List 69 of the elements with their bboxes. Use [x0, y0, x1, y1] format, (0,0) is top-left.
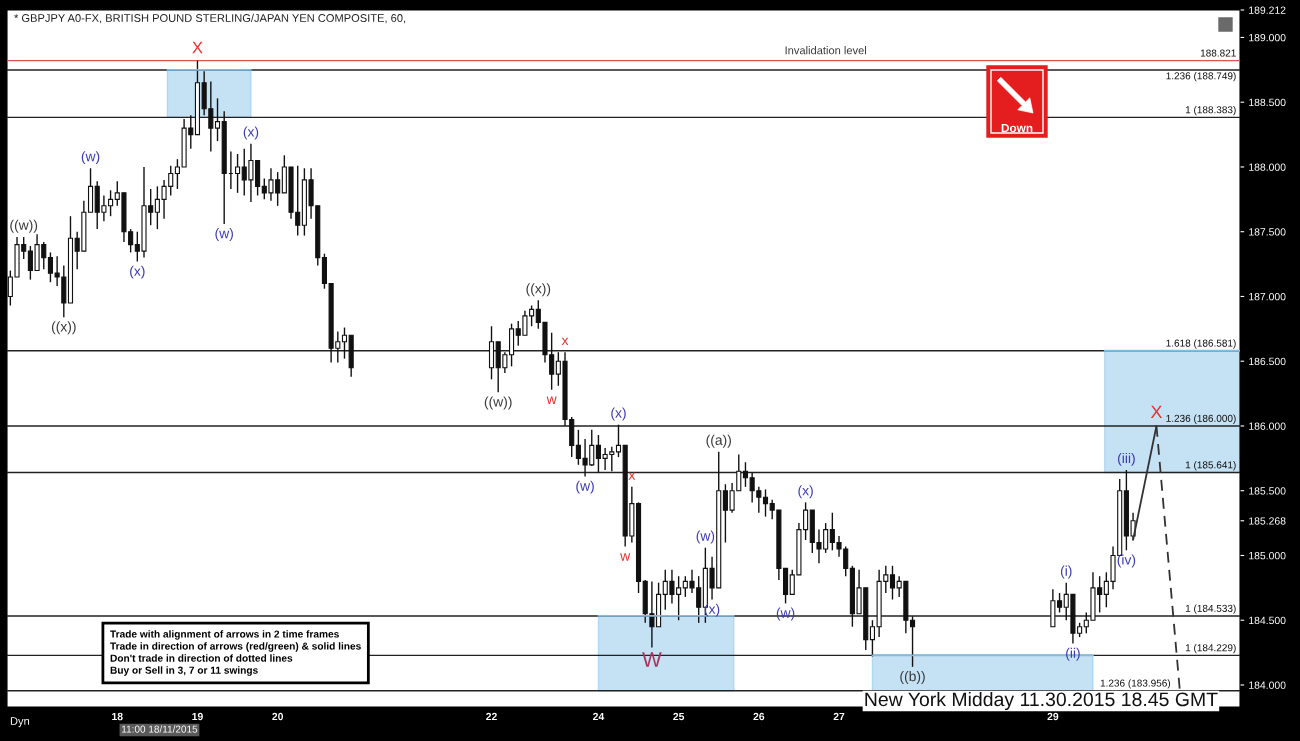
- ref-line-label: 188.821: [1200, 49, 1236, 57]
- annotation: Trade with alignment of arrows in 2 time frames Trade in direction of arrows (red/green) & solid lines Don't trade in direction of dotted lines Buy or Sell in 3, 7 or 11 swings: [110, 630, 361, 676]
- candlestick: [341, 326, 348, 360]
- y-tick-label: 188.500: [1249, 98, 1286, 107]
- annotation: (ii): [1066, 647, 1080, 661]
- annotation: ((w)): [484, 396, 512, 410]
- candlestick: [235, 153, 241, 194]
- ref-line-label: 1.236 (183.956): [1100, 679, 1171, 689]
- x-tick-label: 19: [192, 712, 203, 721]
- y-tick-label: 186.500: [1249, 357, 1286, 366]
- y-tick-label: 184.000: [1249, 681, 1286, 689]
- annotation: X: [1150, 405, 1163, 419]
- x-tick-label: 18: [112, 712, 123, 721]
- annotation: w: [620, 553, 631, 561]
- annotation: X: [192, 41, 203, 54]
- x-tick-label: 26: [753, 712, 765, 721]
- ref-line-label: 1 (184.533): [1185, 604, 1236, 614]
- annotation: (x): [243, 126, 259, 140]
- candlestick: [214, 97, 221, 142]
- annotation: ((x)): [51, 321, 76, 335]
- x-tick-label: 27: [833, 712, 845, 721]
- annotation: Down: [1001, 123, 1033, 133]
- annotation: (w): [81, 151, 100, 165]
- annotation: Invalidation level: [785, 46, 866, 55]
- annotation: ((a)): [706, 434, 731, 448]
- y-tick-label: 187.000: [1249, 292, 1286, 301]
- annotation: (iii): [1118, 452, 1135, 466]
- y-tick-label: 185.268: [1249, 517, 1286, 525]
- annotation: (i): [1060, 565, 1072, 579]
- annotation: (w): [215, 228, 233, 242]
- x-tick-label: 22: [486, 712, 497, 721]
- chart-title: * GBPJPY A0-FX, BRITISH POUND STERLING/JAPAN YEN COMPOSITE, 60,: [14, 13, 406, 24]
- annotation: (x): [130, 265, 145, 279]
- ref-line-label: 1.236 (186.000): [1166, 414, 1236, 424]
- y-tick-label: 189.212: [1249, 6, 1286, 14]
- annotation: ((b)): [900, 671, 925, 684]
- annotation: (x): [798, 485, 813, 499]
- annotation: W: [642, 652, 662, 667]
- candlestick: [762, 488, 769, 518]
- y-tick-label: 187.500: [1249, 228, 1286, 236]
- x-tick-label: 25: [673, 712, 685, 721]
- y-tick-label: 184.500: [1249, 616, 1286, 625]
- annotation: ((w)): [10, 219, 38, 233]
- annotation: w: [546, 396, 557, 404]
- y-tick-label: 188.000: [1249, 163, 1286, 171]
- x-tick-label: 20: [272, 712, 284, 721]
- annotation: x: [628, 472, 636, 480]
- annotation: (w): [576, 480, 594, 494]
- annotation: ((x)): [526, 283, 551, 297]
- annotation: New York Midday 11.30.2015 18.45 GMT: [865, 691, 1218, 711]
- ref-line-label: 1.618 (186.581): [1166, 339, 1236, 349]
- candlestick: [615, 423, 622, 458]
- y-tick-label: 185.500: [1249, 487, 1286, 495]
- y-tick-label: 189.000: [1249, 33, 1286, 42]
- candlestick: [889, 565, 896, 601]
- y-tick-label: 185.000: [1249, 551, 1286, 560]
- x-tick-label: 24: [593, 712, 605, 721]
- ref-line-label: 1 (188.383): [1185, 105, 1236, 116]
- ref-line-label: 1 (185.641): [1185, 461, 1236, 471]
- ref-line-label: 1 (184.229): [1185, 643, 1236, 654]
- annotation: (x): [611, 407, 626, 421]
- annotation: (w): [696, 530, 715, 544]
- annotation: (iv): [1117, 554, 1136, 568]
- text: 11:00 18/11/2015: [122, 725, 198, 733]
- text: Dyn: [10, 717, 30, 728]
- y-tick-label: 186.000: [1249, 422, 1286, 430]
- x-tick-label: 29: [1047, 712, 1059, 721]
- ref-line-label: 1.236 (188.749): [1166, 72, 1236, 82]
- annotation: x: [561, 337, 569, 346]
